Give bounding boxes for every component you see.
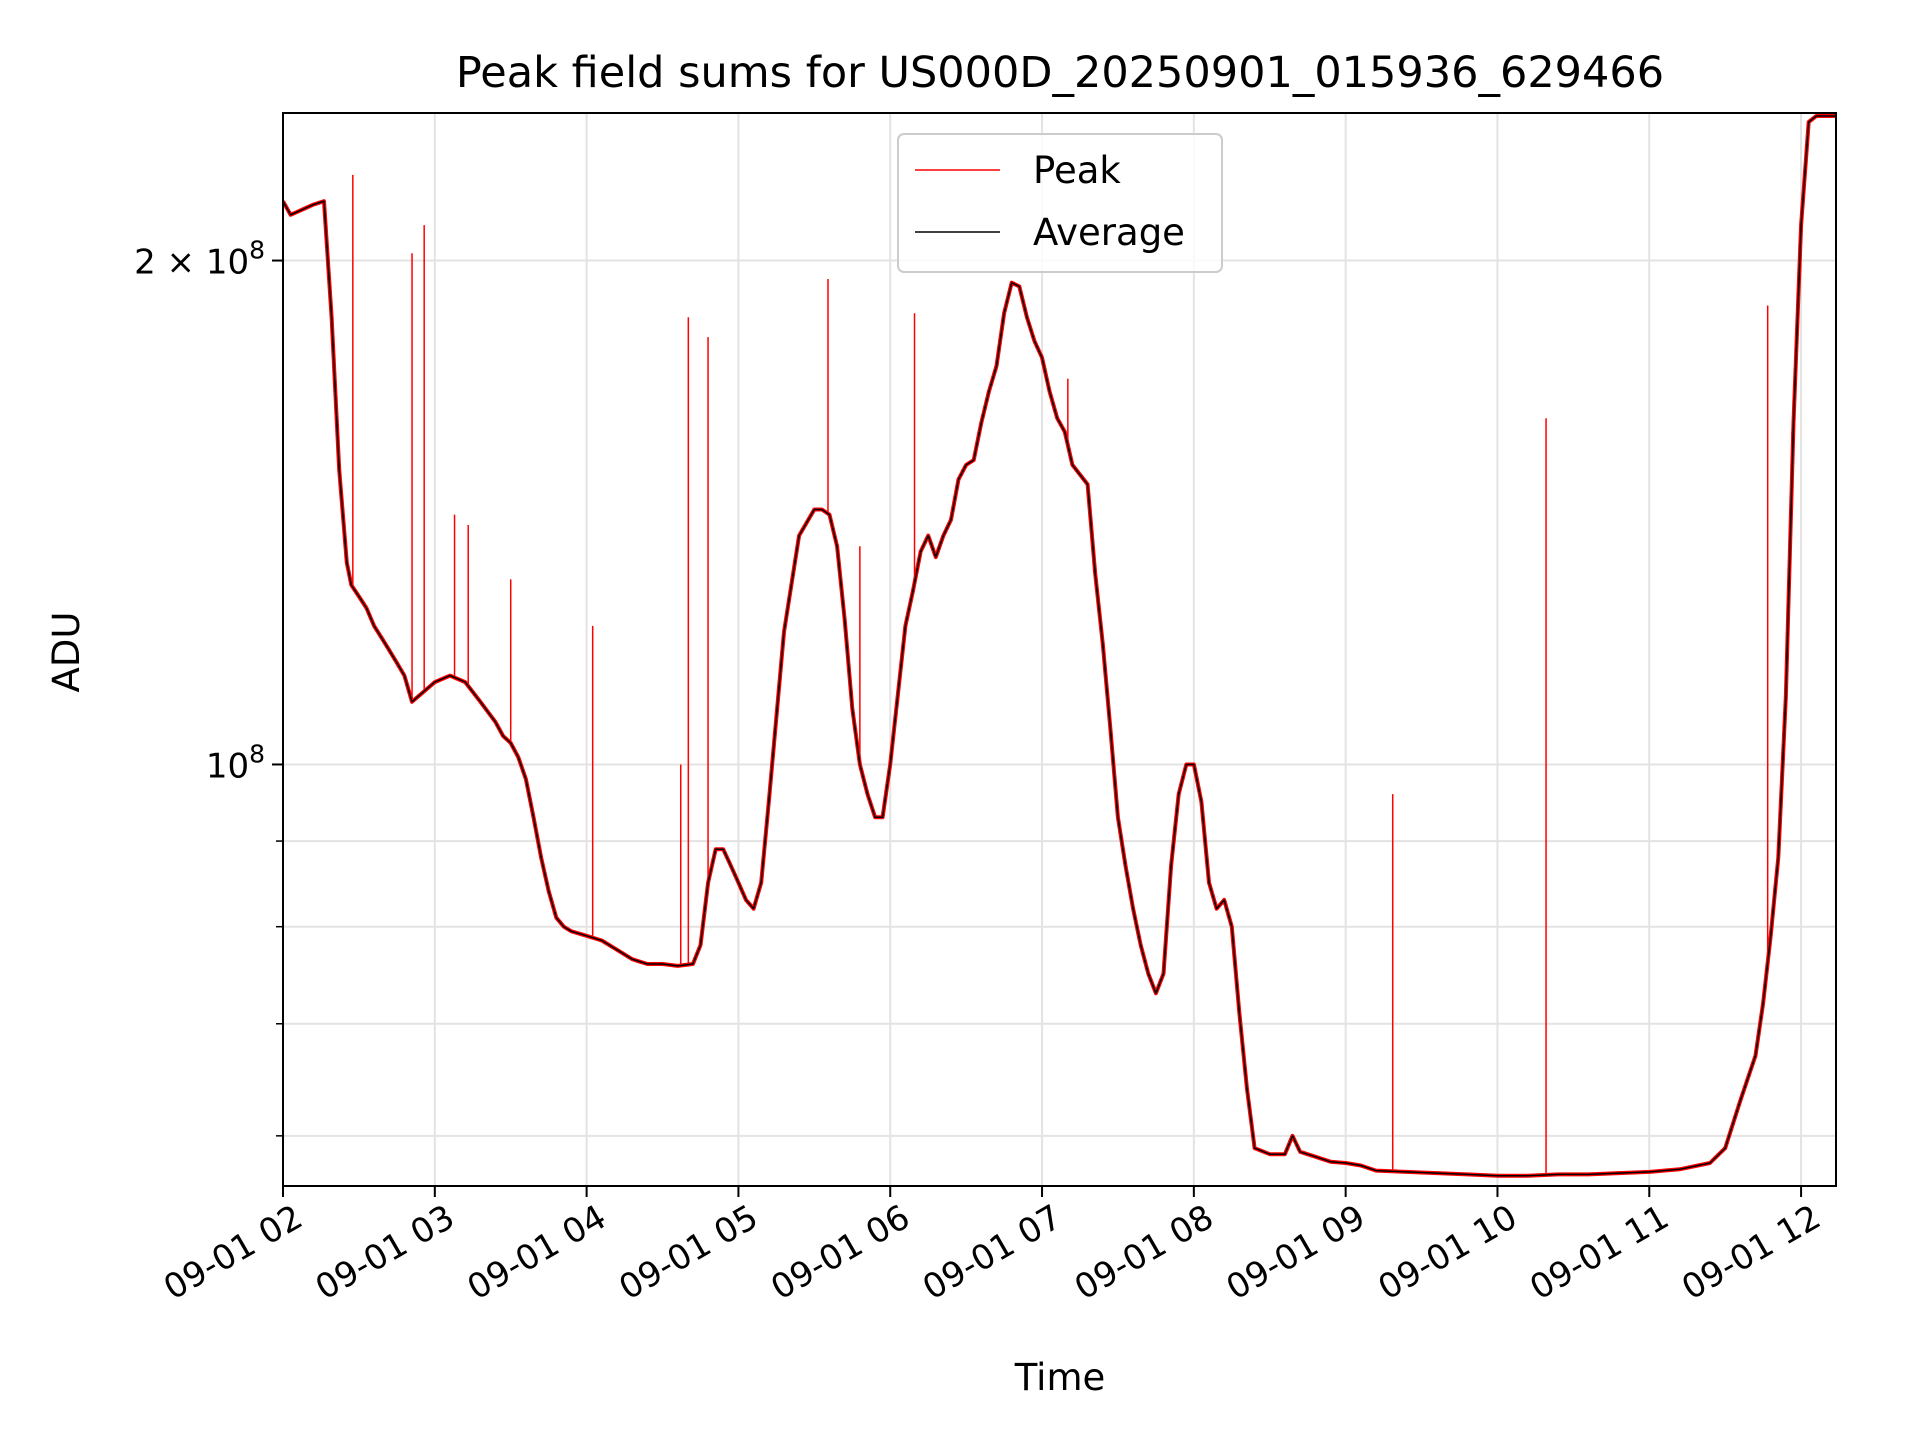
plot-area [283,114,1836,1178]
legend-box [897,133,1223,273]
legend-average-label: Average [1033,211,1185,254]
legend: Peak Average [897,133,1223,273]
average-series-line [283,115,1836,1177]
y-tick-label: 2 × 108 [134,236,265,283]
grid-lines [282,113,1836,1186]
chart-title: Peak field sums for US000D_20250901_0159… [456,48,1664,98]
series-group [283,114,1836,1178]
legend-peak-label: Peak [1033,149,1121,192]
x-axis-label: Time [1014,1356,1106,1399]
y-axis-label: ADU [45,612,88,693]
plot-frame [282,112,1837,1187]
y-tick-label: 108 [206,739,265,786]
